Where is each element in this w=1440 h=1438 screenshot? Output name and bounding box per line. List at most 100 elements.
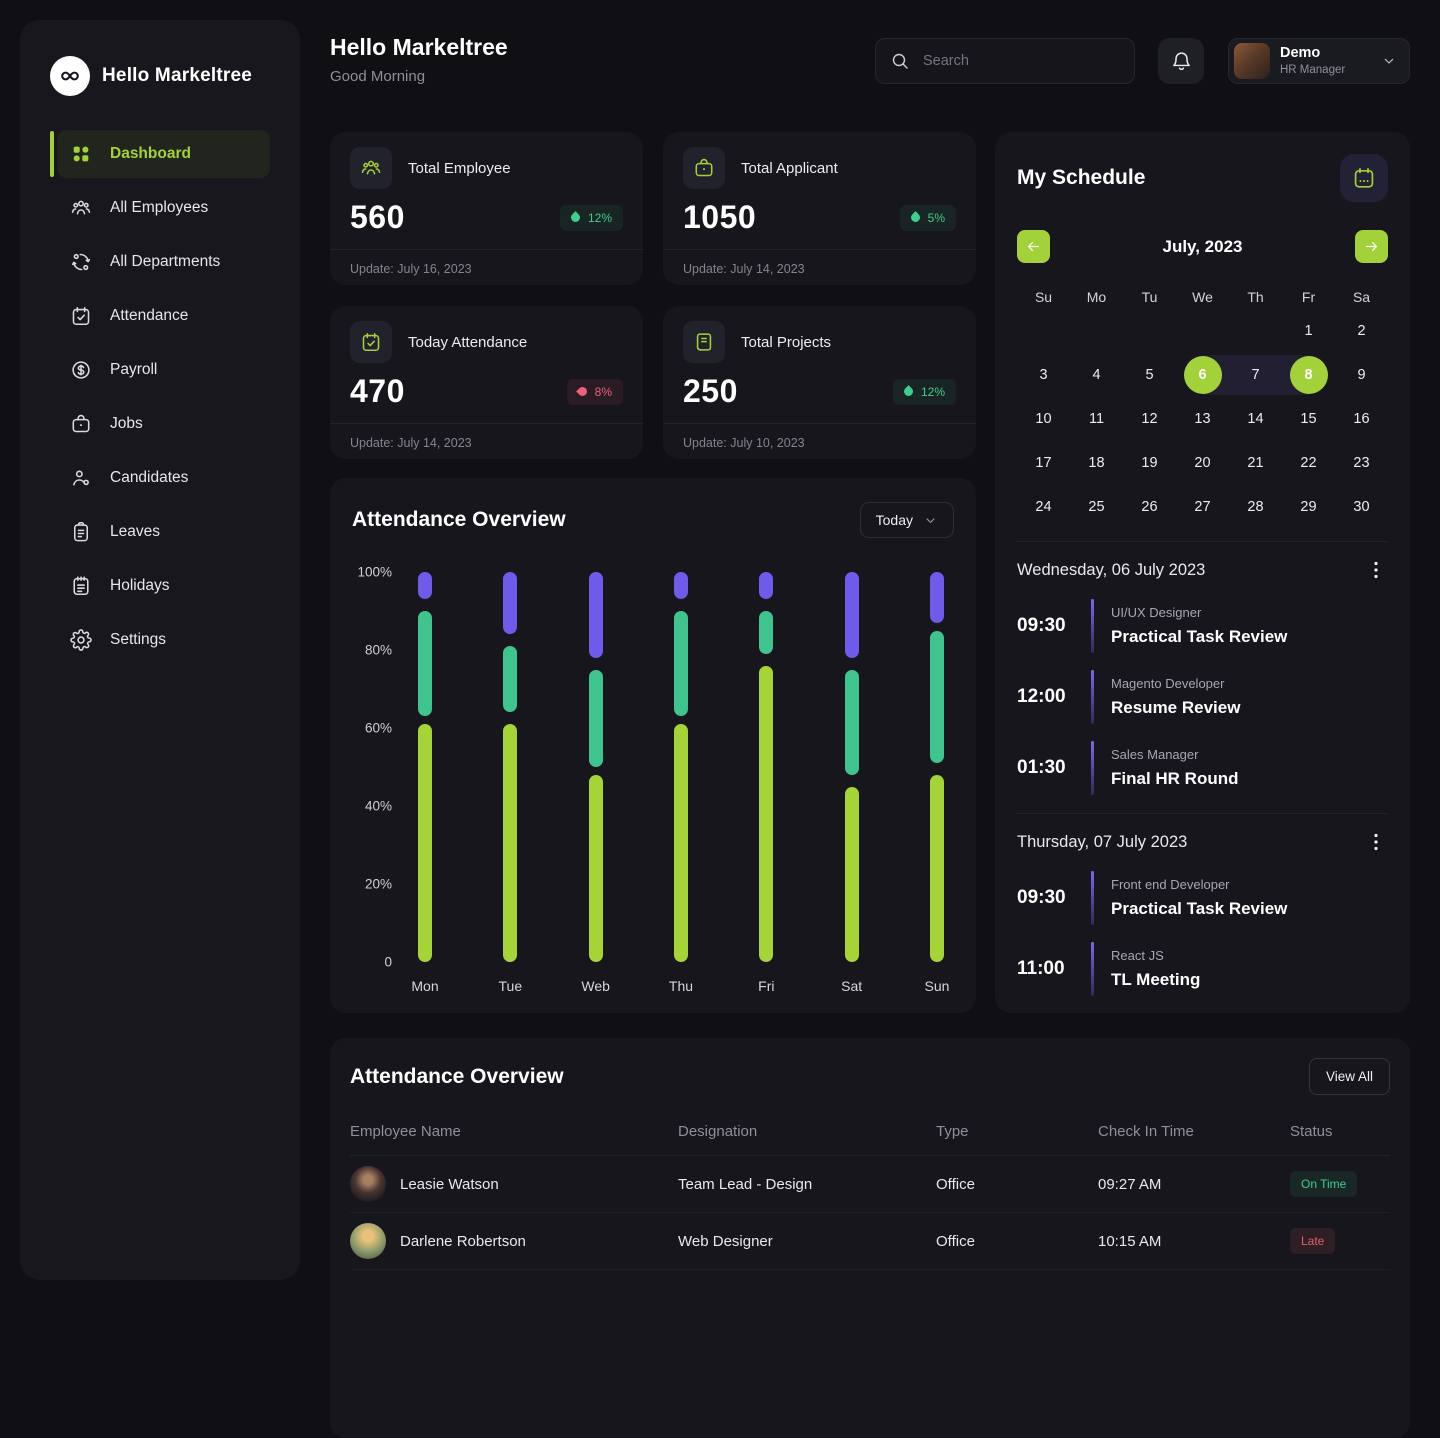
calendar-day-11[interactable]: 11 bbox=[1070, 400, 1123, 438]
calendar-day-6[interactable]: 6 bbox=[1176, 356, 1229, 394]
calendar-day-27[interactable]: 27 bbox=[1176, 488, 1229, 526]
calendar-day-20[interactable]: 20 bbox=[1176, 444, 1229, 482]
sidebar-item-candidates[interactable]: Candidates bbox=[57, 454, 270, 502]
calendar-day-10[interactable]: 10 bbox=[1017, 400, 1070, 438]
sidebar-item-all-departments[interactable]: All Departments bbox=[57, 238, 270, 286]
chart-x-label: Web bbox=[581, 978, 610, 994]
notifications-button[interactable] bbox=[1158, 38, 1204, 84]
schedule-section-date: Thursday, 07 July 2023 bbox=[1017, 832, 1188, 851]
status-badge: Late bbox=[1290, 1228, 1336, 1254]
open-calendar-button[interactable] bbox=[1340, 154, 1388, 202]
weekday-label: Tu bbox=[1141, 289, 1158, 305]
calendar-day-17[interactable]: 17 bbox=[1017, 444, 1070, 482]
table-body: Leasie Watson Team Lead - Design Office 09:… bbox=[350, 1156, 1390, 1270]
sidebar-item-leaves[interactable]: Leaves bbox=[57, 508, 270, 556]
calendar-day-2[interactable]: 2 bbox=[1335, 312, 1388, 350]
brand: Hello Markeltree bbox=[20, 20, 300, 96]
kebab-icon[interactable] bbox=[1364, 558, 1388, 582]
stat-update-text: Update: July 16, 2023 bbox=[330, 249, 643, 285]
trend-up-icon bbox=[902, 385, 915, 398]
schedule-item-accent-line bbox=[1091, 942, 1094, 996]
sidebar-item-jobs[interactable]: Jobs bbox=[57, 400, 270, 448]
trend-badge-up: 12% bbox=[559, 204, 623, 231]
calendar-day-22[interactable]: 22 bbox=[1282, 444, 1335, 482]
chart-bar-column-mon: Mon bbox=[411, 572, 439, 994]
cell-status: On Time bbox=[1290, 1171, 1390, 1197]
next-month-button[interactable] bbox=[1355, 230, 1388, 263]
chart-bar-segment-top bbox=[929, 572, 944, 623]
weekday-label: Fr bbox=[1301, 289, 1316, 305]
calendar-day-24[interactable]: 24 bbox=[1017, 488, 1070, 526]
trend-badge-up: 5% bbox=[899, 204, 956, 231]
employee-name: Darlene Robertson bbox=[400, 1232, 526, 1250]
calendar-month-label: July, 2023 bbox=[1162, 236, 1243, 256]
sidebar-item-label: Leaves bbox=[110, 523, 160, 540]
chart-bar-segment-middle bbox=[844, 669, 859, 775]
profile-menu[interactable]: Demo HR Manager bbox=[1228, 38, 1410, 84]
sidebar-item-dashboard[interactable]: Dashboard bbox=[50, 130, 270, 178]
calendar-day-empty bbox=[1017, 312, 1070, 350]
calendar-day-30[interactable]: 30 bbox=[1335, 488, 1388, 526]
calendar-day-21[interactable]: 21 bbox=[1229, 444, 1282, 482]
chart-y-tick: 60% bbox=[364, 720, 392, 736]
sidebar-item-holidays[interactable]: Holidays bbox=[57, 562, 270, 610]
calendar-day-number: 19 bbox=[1141, 455, 1158, 471]
sidebar-item-all-employees[interactable]: All Employees bbox=[57, 184, 270, 232]
calendar-day-1[interactable]: 1 bbox=[1282, 312, 1335, 350]
profile-avatar bbox=[1234, 43, 1270, 79]
calendar-day-16[interactable]: 16 bbox=[1335, 400, 1388, 438]
calendar-day-23[interactable]: 23 bbox=[1335, 444, 1388, 482]
chart-bar-column-web: Web bbox=[581, 572, 610, 994]
calendar-day-number: 27 bbox=[1194, 499, 1211, 515]
calendar-day-14[interactable]: 14 bbox=[1229, 400, 1282, 438]
stat-card-total-applicant: Total Applicant 1050 5% Update: July 14, 20… bbox=[663, 132, 976, 285]
calendar-day-18[interactable]: 18 bbox=[1070, 444, 1123, 482]
calendar-day-28[interactable]: 28 bbox=[1229, 488, 1282, 526]
chart-bar-column-sat: Sat bbox=[841, 572, 862, 994]
view-all-button[interactable]: View All bbox=[1308, 1058, 1390, 1095]
calendar-day-26[interactable]: 26 bbox=[1123, 488, 1176, 526]
calendar-week-row: 10 11 12 13 14 15 16 bbox=[1017, 397, 1388, 441]
sidebar-item-attendance[interactable]: Attendance bbox=[57, 292, 270, 340]
stat-card-head: Total Applicant bbox=[683, 147, 956, 189]
table-column-header-employee-name: Employee Name bbox=[350, 1123, 461, 1140]
schedule-item-time: 12:00 bbox=[1017, 686, 1066, 707]
stat-icon-box bbox=[683, 147, 725, 189]
kebab-icon[interactable] bbox=[1364, 830, 1388, 854]
calendar-day-5[interactable]: 5 bbox=[1123, 356, 1176, 394]
previous-month-button[interactable] bbox=[1017, 230, 1050, 263]
chart-x-label: Tue bbox=[498, 978, 523, 994]
trend-value: 12% bbox=[587, 210, 612, 225]
stat-label: Total Employee bbox=[408, 159, 511, 177]
calendar-day-15[interactable]: 15 bbox=[1282, 400, 1335, 438]
status-badge: On Time bbox=[1290, 1171, 1358, 1197]
sidebar-item-payroll[interactable]: Payroll bbox=[57, 346, 270, 394]
sidebar-item-settings[interactable]: Settings bbox=[57, 616, 270, 664]
calendar-day-25[interactable]: 25 bbox=[1070, 488, 1123, 526]
chart-range-dropdown[interactable]: Today bbox=[859, 502, 954, 538]
chart-x-label: Mon bbox=[411, 978, 439, 994]
calendar-day-3[interactable]: 3 bbox=[1017, 356, 1070, 394]
calendar-day-7[interactable]: 7 bbox=[1229, 356, 1282, 394]
search-input[interactable] bbox=[921, 52, 1120, 70]
attendance-overview-table-card: Attendance Overview View All Employee Na… bbox=[330, 1038, 1410, 1438]
calendar-day-12[interactable]: 12 bbox=[1123, 400, 1176, 438]
calendar-day-29[interactable]: 29 bbox=[1282, 488, 1335, 526]
schedule-item-accent-line bbox=[1091, 599, 1094, 653]
calendar-day-13[interactable]: 13 bbox=[1176, 400, 1229, 438]
holidays-icon bbox=[70, 575, 92, 597]
stat-card-body: Today Attendance 470 8% bbox=[330, 306, 643, 410]
calendar-day-8[interactable]: 8 bbox=[1282, 356, 1335, 394]
schedule-section-date: Wednesday, 06 July 2023 bbox=[1017, 560, 1206, 579]
chart-bar-segment-middle bbox=[503, 646, 518, 713]
stat-update-text: Update: July 14, 2023 bbox=[663, 249, 976, 285]
calendar-day-number: 18 bbox=[1088, 455, 1105, 471]
calendar-day-number: 24 bbox=[1035, 499, 1052, 515]
calendar-day-9[interactable]: 9 bbox=[1335, 356, 1388, 394]
chart-bar-segment-bottom bbox=[588, 774, 603, 962]
schedule-item: 09:30 UI/UX Designer Practical Task Review bbox=[1017, 599, 1388, 653]
schedule-item-role: Sales Manager bbox=[1111, 747, 1199, 762]
chart-bar-column-thu: Thu bbox=[669, 572, 693, 994]
calendar-day-4[interactable]: 4 bbox=[1070, 356, 1123, 394]
calendar-day-19[interactable]: 19 bbox=[1123, 444, 1176, 482]
